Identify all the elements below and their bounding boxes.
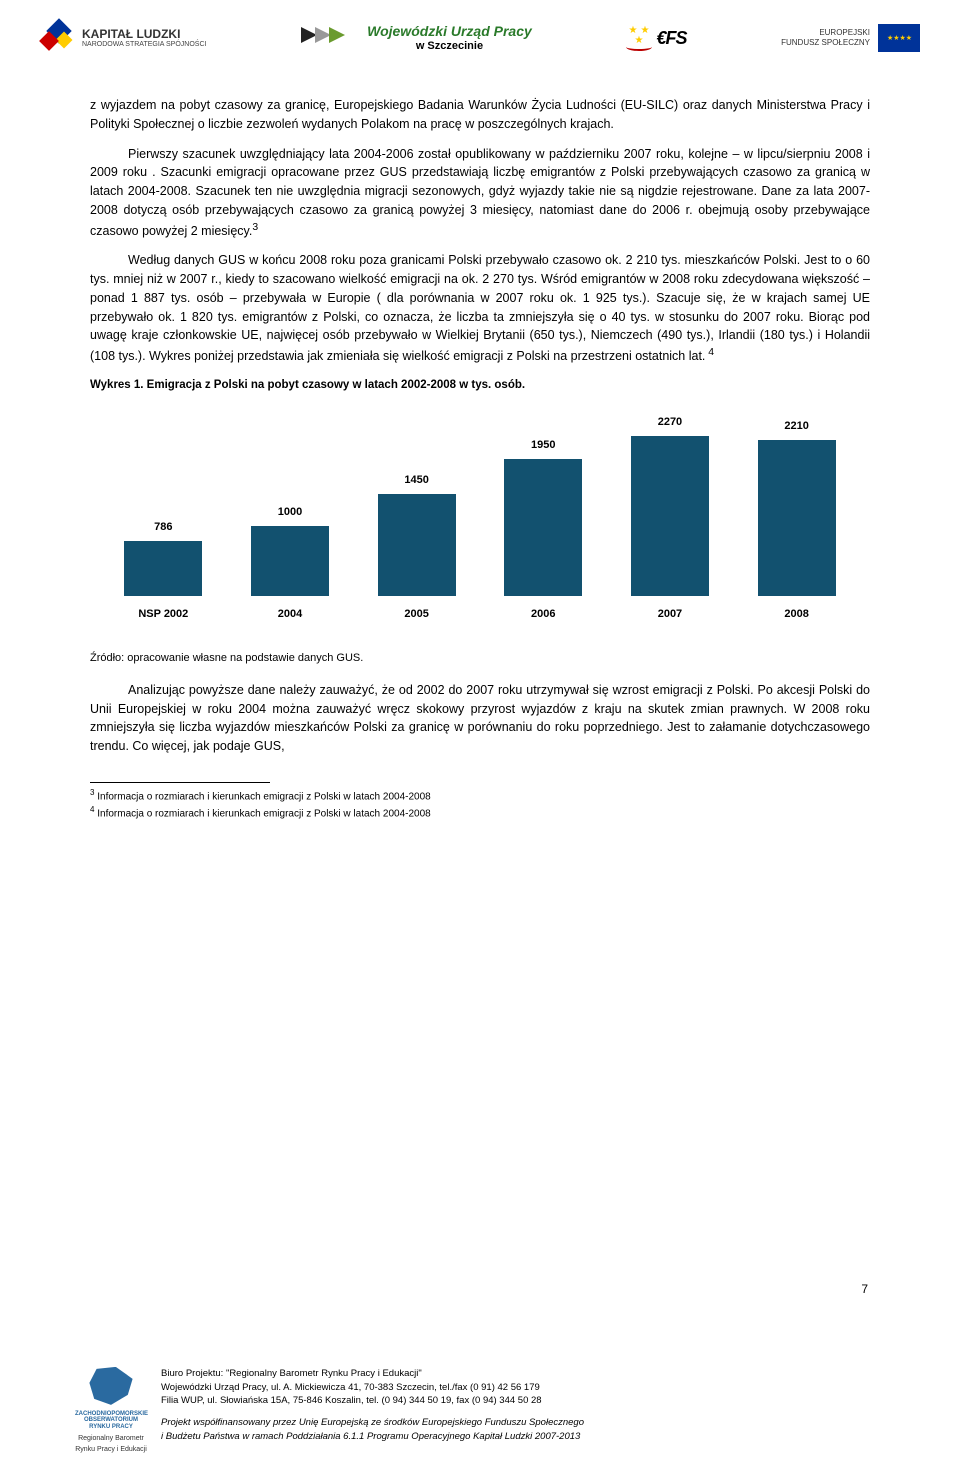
paragraph-4: Analizując powyższe dane należy zauważyć…	[90, 681, 870, 756]
bar-2007: 2270	[625, 414, 715, 597]
arrows-icon	[301, 23, 361, 53]
wup-line1: Wojewódzki Urząd Pracy	[367, 23, 532, 40]
x-tick-label: 2004	[245, 606, 335, 623]
bar-2006: 1950	[498, 437, 588, 597]
region-map-icon	[87, 1367, 135, 1407]
footer-line1: Biuro Projektu: "Regionalny Barometr Ryn…	[161, 1367, 584, 1381]
bar-2008: 2210	[752, 418, 842, 597]
footer-logo: ZACHODNIOPOMORSKIE OBSERWATORIUM RYNKU P…	[75, 1367, 147, 1454]
footnote-ref-3: 3	[252, 222, 258, 233]
chart-bars: 786 1000 1450 1950 2270 2210	[90, 406, 870, 596]
footer-logo-line3: RYNKU PRACY	[75, 1424, 147, 1431]
chart-source: Źródło: opracowanie własne na podstawie …	[90, 650, 870, 667]
bar-value-label: 2270	[658, 414, 682, 431]
wup-text: Wojewódzki Urząd Pracy w Szczecinie	[367, 23, 532, 53]
footer-line3: Filia WUP, ul. Słowiańska 15A, 75-846 Ko…	[161, 1394, 584, 1408]
logo-efs: €FS	[626, 25, 686, 51]
x-tick-label: 2005	[372, 606, 462, 623]
x-tick-label: 2008	[752, 606, 842, 623]
logo-kapital-ludzki: KAPITAŁ LUDZKI NARODOWA STRATEGIA SPÓJNO…	[40, 20, 206, 56]
bar-2005: 1450	[372, 472, 462, 597]
paragraph-1: z wyjazdem na pobyt czasowy za granicę, …	[90, 96, 870, 134]
paragraph-2: Pierwszy szacunek uwzględniający lata 20…	[90, 145, 870, 241]
page-header: KAPITAŁ LUDZKI NARODOWA STRATEGIA SPÓJNO…	[0, 0, 960, 66]
kl-icon	[40, 20, 76, 56]
footnote-ref-4: 4	[705, 347, 714, 358]
bar-rect	[124, 541, 202, 596]
emigration-bar-chart: 786 1000 1450 1950 2270 2210 NSP 2002 2004 2005…	[90, 406, 870, 636]
kl-subtitle: NARODOWA STRATEGIA SPÓJNOŚCI	[82, 41, 206, 49]
eu-line2: FUNDUSZ SPOŁECZNY	[781, 38, 870, 48]
eu-flag-icon: ★ ★ ★ ★	[878, 24, 920, 52]
footer-logo-line2: OBSERWATORIUM	[75, 1417, 147, 1424]
bar-value-label: 1950	[531, 437, 555, 454]
x-tick-label: 2006	[498, 606, 588, 623]
eu-text: EUROPEJSKI FUNDUSZ SPOŁECZNY	[781, 28, 870, 47]
footer-logo-line1: ZACHODNIOPOMORSKIE	[75, 1411, 147, 1418]
bar-rect	[504, 459, 582, 596]
efs-stars-icon	[626, 25, 652, 51]
bar-value-label: 1000	[278, 504, 302, 521]
footnotes: 3 Informacja o rozmiarach i kierunkach e…	[90, 783, 870, 822]
document-body: z wyjazdem na pobyt czasowy za granicę, …	[0, 66, 960, 821]
footnote-4: 4 Informacja o rozmiarach i kierunkach e…	[90, 804, 870, 821]
kl-text: KAPITAŁ LUDZKI NARODOWA STRATEGIA SPÓJNO…	[82, 28, 206, 49]
bar-rect	[631, 436, 709, 596]
footer-logo-line4: Regionalny Barometr	[75, 1435, 147, 1443]
footer-logo-line5: Rynku Pracy i Edukacji	[75, 1446, 147, 1454]
bar-rect	[378, 494, 456, 596]
bar-2004: 1000	[245, 504, 335, 597]
footnote-3: 3 Informacja o rozmiarach i kierunkach e…	[90, 787, 870, 804]
x-tick-label: 2007	[625, 606, 715, 623]
bar-rect	[251, 526, 329, 596]
chart-title: Wykres 1. Emigracja z Polski na pobyt cz…	[90, 377, 870, 394]
bar-NSP 2002: 786	[118, 519, 208, 597]
wup-line2: w Szczecinie	[367, 40, 532, 53]
page-footer: ZACHODNIOPOMORSKIE OBSERWATORIUM RYNKU P…	[0, 1367, 960, 1454]
eu-line1: EUROPEJSKI	[781, 28, 870, 38]
bar-rect	[758, 440, 836, 596]
paragraph-3: Według danych GUS w końcu 2008 roku poza…	[90, 251, 870, 366]
logo-wup: Wojewódzki Urząd Pracy w Szczecinie	[301, 23, 532, 53]
logo-eu: EUROPEJSKI FUNDUSZ SPOŁECZNY ★ ★ ★ ★	[781, 24, 920, 52]
chart-x-axis: NSP 2002 2004 2005 2006 2007 2008	[90, 596, 870, 623]
bar-value-label: 1450	[404, 472, 428, 489]
footer-text: Biuro Projektu: "Regionalny Barometr Ryn…	[161, 1367, 584, 1454]
footer-line2: Wojewódzki Urząd Pracy, ul. A. Mickiewic…	[161, 1381, 584, 1395]
bar-value-label: 2210	[784, 418, 808, 435]
efs-text: €FS	[656, 28, 686, 49]
page-number: 7	[861, 1282, 868, 1296]
kl-title: KAPITAŁ LUDZKI	[82, 28, 206, 41]
x-tick-label: NSP 2002	[118, 606, 208, 623]
bar-value-label: 786	[154, 519, 172, 536]
footer-line4: Projekt współfinansowany przez Unię Euro…	[161, 1416, 584, 1430]
footer-line5: i Budżetu Państwa w ramach Poddziałania …	[161, 1430, 584, 1444]
